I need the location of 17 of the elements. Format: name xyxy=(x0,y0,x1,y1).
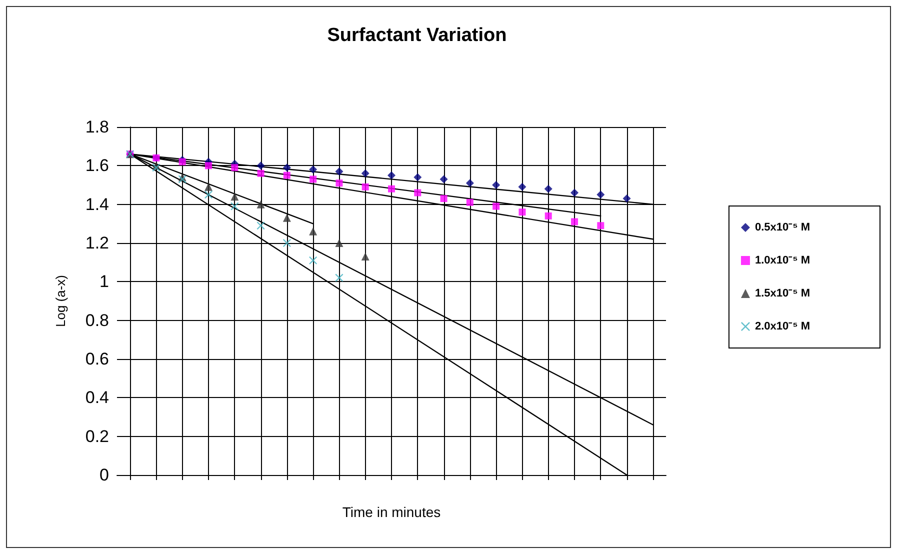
y-tick-label: 0 xyxy=(100,466,109,484)
chart-title: Surfactant Variation xyxy=(327,25,507,46)
legend-label: 1.5x10⁻⁵ M xyxy=(754,288,810,300)
y-tick-label: 1.8 xyxy=(85,118,109,136)
y-axis-title: Log (a-x) xyxy=(53,274,68,328)
y-tick-label: 1.4 xyxy=(85,194,109,214)
y-tick-label: 0.4 xyxy=(85,388,109,408)
y-tick-label: 1.2 xyxy=(85,234,109,252)
legend-label: 2.0x10⁻⁵ M xyxy=(754,320,810,332)
y-tick-label: 0.8 xyxy=(85,310,109,330)
y-tick-label: 0.2 xyxy=(85,426,109,446)
y-tick-label: 0.6 xyxy=(85,350,109,368)
legend-label: 1.0x10⁻⁵ M xyxy=(754,254,810,266)
y-tick-label: 1.6 xyxy=(85,156,109,176)
y-tick-label: 1 xyxy=(100,272,109,292)
legend-label: 0.5x10⁻⁵ M xyxy=(754,222,810,234)
x-axis-title: Time in minutes xyxy=(342,504,441,520)
